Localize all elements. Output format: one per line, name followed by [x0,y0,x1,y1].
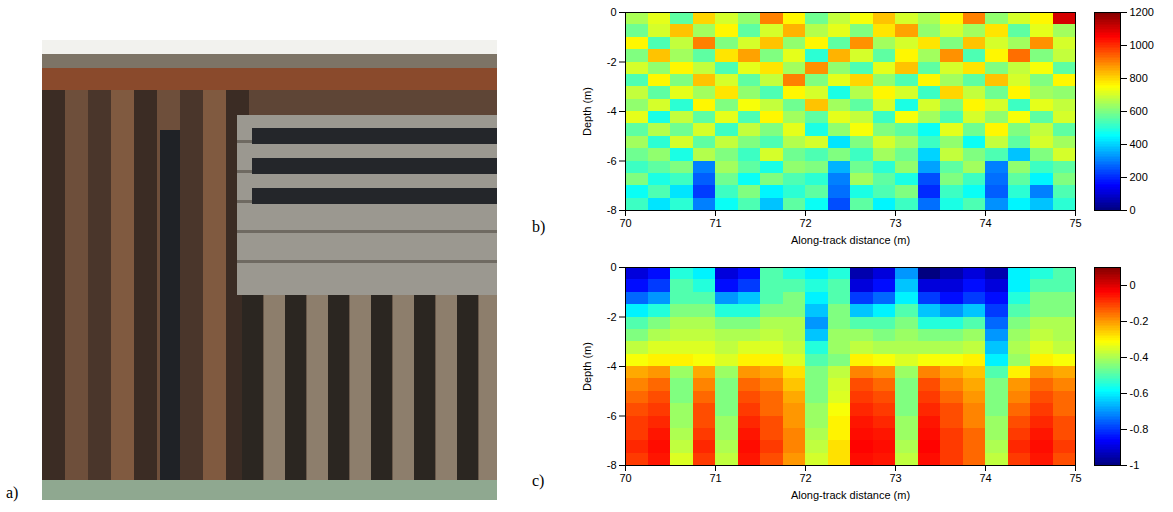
svg-text:0: 0 [1130,204,1136,216]
svg-text:0: 0 [610,261,616,273]
svg-text:74: 74 [979,472,991,484]
html-text:b): b) [532,218,546,235]
svg-text:74: 74 [979,217,991,229]
svg-text:-4: -4 [607,360,617,372]
svg-text:Along-track distance (m): Along-track distance (m) [791,489,910,501]
svg-text:1000: 1000 [1130,39,1154,51]
svg-text:-4: -4 [607,105,617,117]
svg-text:75: 75 [1069,217,1081,229]
svg-text:1200: 1200 [1130,6,1154,18]
svg-text:-0.6: -0.6 [1130,387,1149,399]
svg-text:73: 73 [889,472,901,484]
svg-text:-0.4: -0.4 [1130,351,1149,363]
svg-text:600: 600 [1130,105,1148,117]
svg-text:75: 75 [1069,472,1081,484]
svg-text:-0.2: -0.2 [1130,315,1149,327]
svg-text:Depth (m): Depth (m) [581,87,593,136]
svg-text:-2: -2 [607,56,617,68]
html-text:c): c) [532,472,545,489]
svg-text:-8: -8 [607,459,617,471]
svg-text:71: 71 [709,217,721,229]
svg-text:72: 72 [799,217,811,229]
svg-text:-6: -6 [607,155,617,167]
svg-text:0: 0 [610,6,616,18]
svg-text:800: 800 [1130,72,1148,84]
svg-text:-6: -6 [607,410,617,422]
svg-text:-1: -1 [1130,459,1140,471]
svg-text:70: 70 [619,472,631,484]
svg-text:400: 400 [1130,138,1148,150]
svg-text:73: 73 [889,217,901,229]
svg-text:70: 70 [619,217,631,229]
svg-text:Along-track distance (m): Along-track distance (m) [791,234,910,246]
svg-text:72: 72 [799,472,811,484]
svg-text:71: 71 [709,472,721,484]
svg-text:Depth (m): Depth (m) [581,342,593,391]
svg-text:-8: -8 [607,204,617,216]
svg-text:0: 0 [1130,279,1136,291]
html-text:a): a) [6,484,19,501]
svg-text:-2: -2 [607,311,617,323]
svg-text:-0.8: -0.8 [1130,423,1149,435]
svg-text:200: 200 [1130,171,1148,183]
